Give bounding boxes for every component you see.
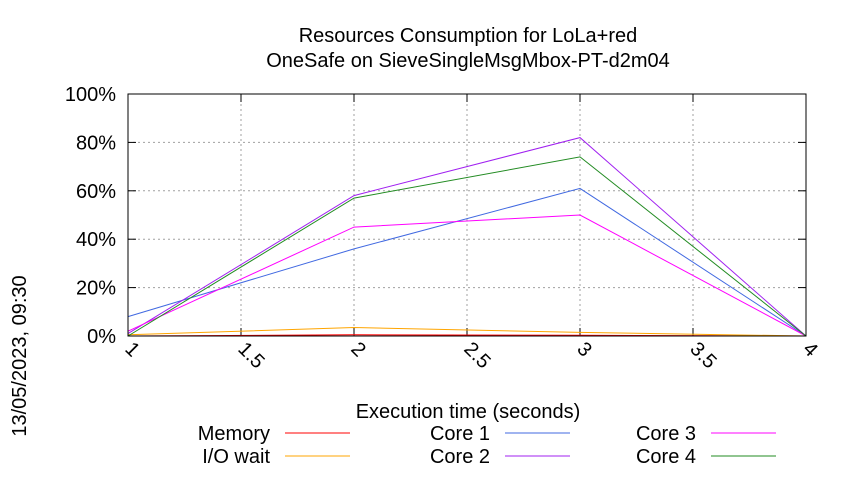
y-tick-label: 40% xyxy=(76,229,116,251)
series-lines xyxy=(127,137,807,337)
y-tick-label: 20% xyxy=(76,278,116,300)
x-tick-label: 3 xyxy=(572,338,595,361)
series-line-i-o-wait xyxy=(127,326,807,337)
series-line-core-2 xyxy=(127,137,807,337)
series-line-core-1 xyxy=(127,187,807,337)
y-tick-label: 0% xyxy=(87,326,116,348)
legend-label-core-1: Core 1 xyxy=(430,423,490,445)
x-tick-label: 2.5 xyxy=(459,338,494,373)
y-tick-label: 60% xyxy=(76,181,116,203)
legend-label-core-2: Core 2 xyxy=(430,446,490,468)
legend-label-i-o-wait: I/O wait xyxy=(202,446,270,468)
x-axis-label: Execution time (seconds) xyxy=(356,401,581,423)
timestamp-label: 13/05/2023, 09:30 xyxy=(9,275,31,436)
chart-title: Resources Consumption for LoLa+red xyxy=(299,25,638,47)
x-tick-label: 2 xyxy=(346,338,369,361)
y-axis-ticks: 0% 20% 40% 60% 80% 100% xyxy=(65,84,806,348)
x-tick-label: 3.5 xyxy=(685,338,720,373)
chart-subtitle: OneSafe on SieveSingleMsgMbox-PT-d2m04 xyxy=(266,50,670,72)
x-tick-label: 4 xyxy=(798,338,821,361)
y-tick-label: 80% xyxy=(76,132,116,154)
series-line-core-4 xyxy=(127,156,807,337)
plot-border xyxy=(127,93,807,337)
grid xyxy=(128,94,806,336)
x-tick-label: 1 xyxy=(120,338,143,361)
x-tick-label: 1.5 xyxy=(233,338,268,373)
legend-label-memory: Memory xyxy=(198,423,270,445)
legend-label-core-3: Core 3 xyxy=(636,423,696,445)
series-line-core-3 xyxy=(127,214,807,337)
legend-label-core-4: Core 4 xyxy=(636,446,696,468)
y-tick-label: 100% xyxy=(65,84,116,106)
